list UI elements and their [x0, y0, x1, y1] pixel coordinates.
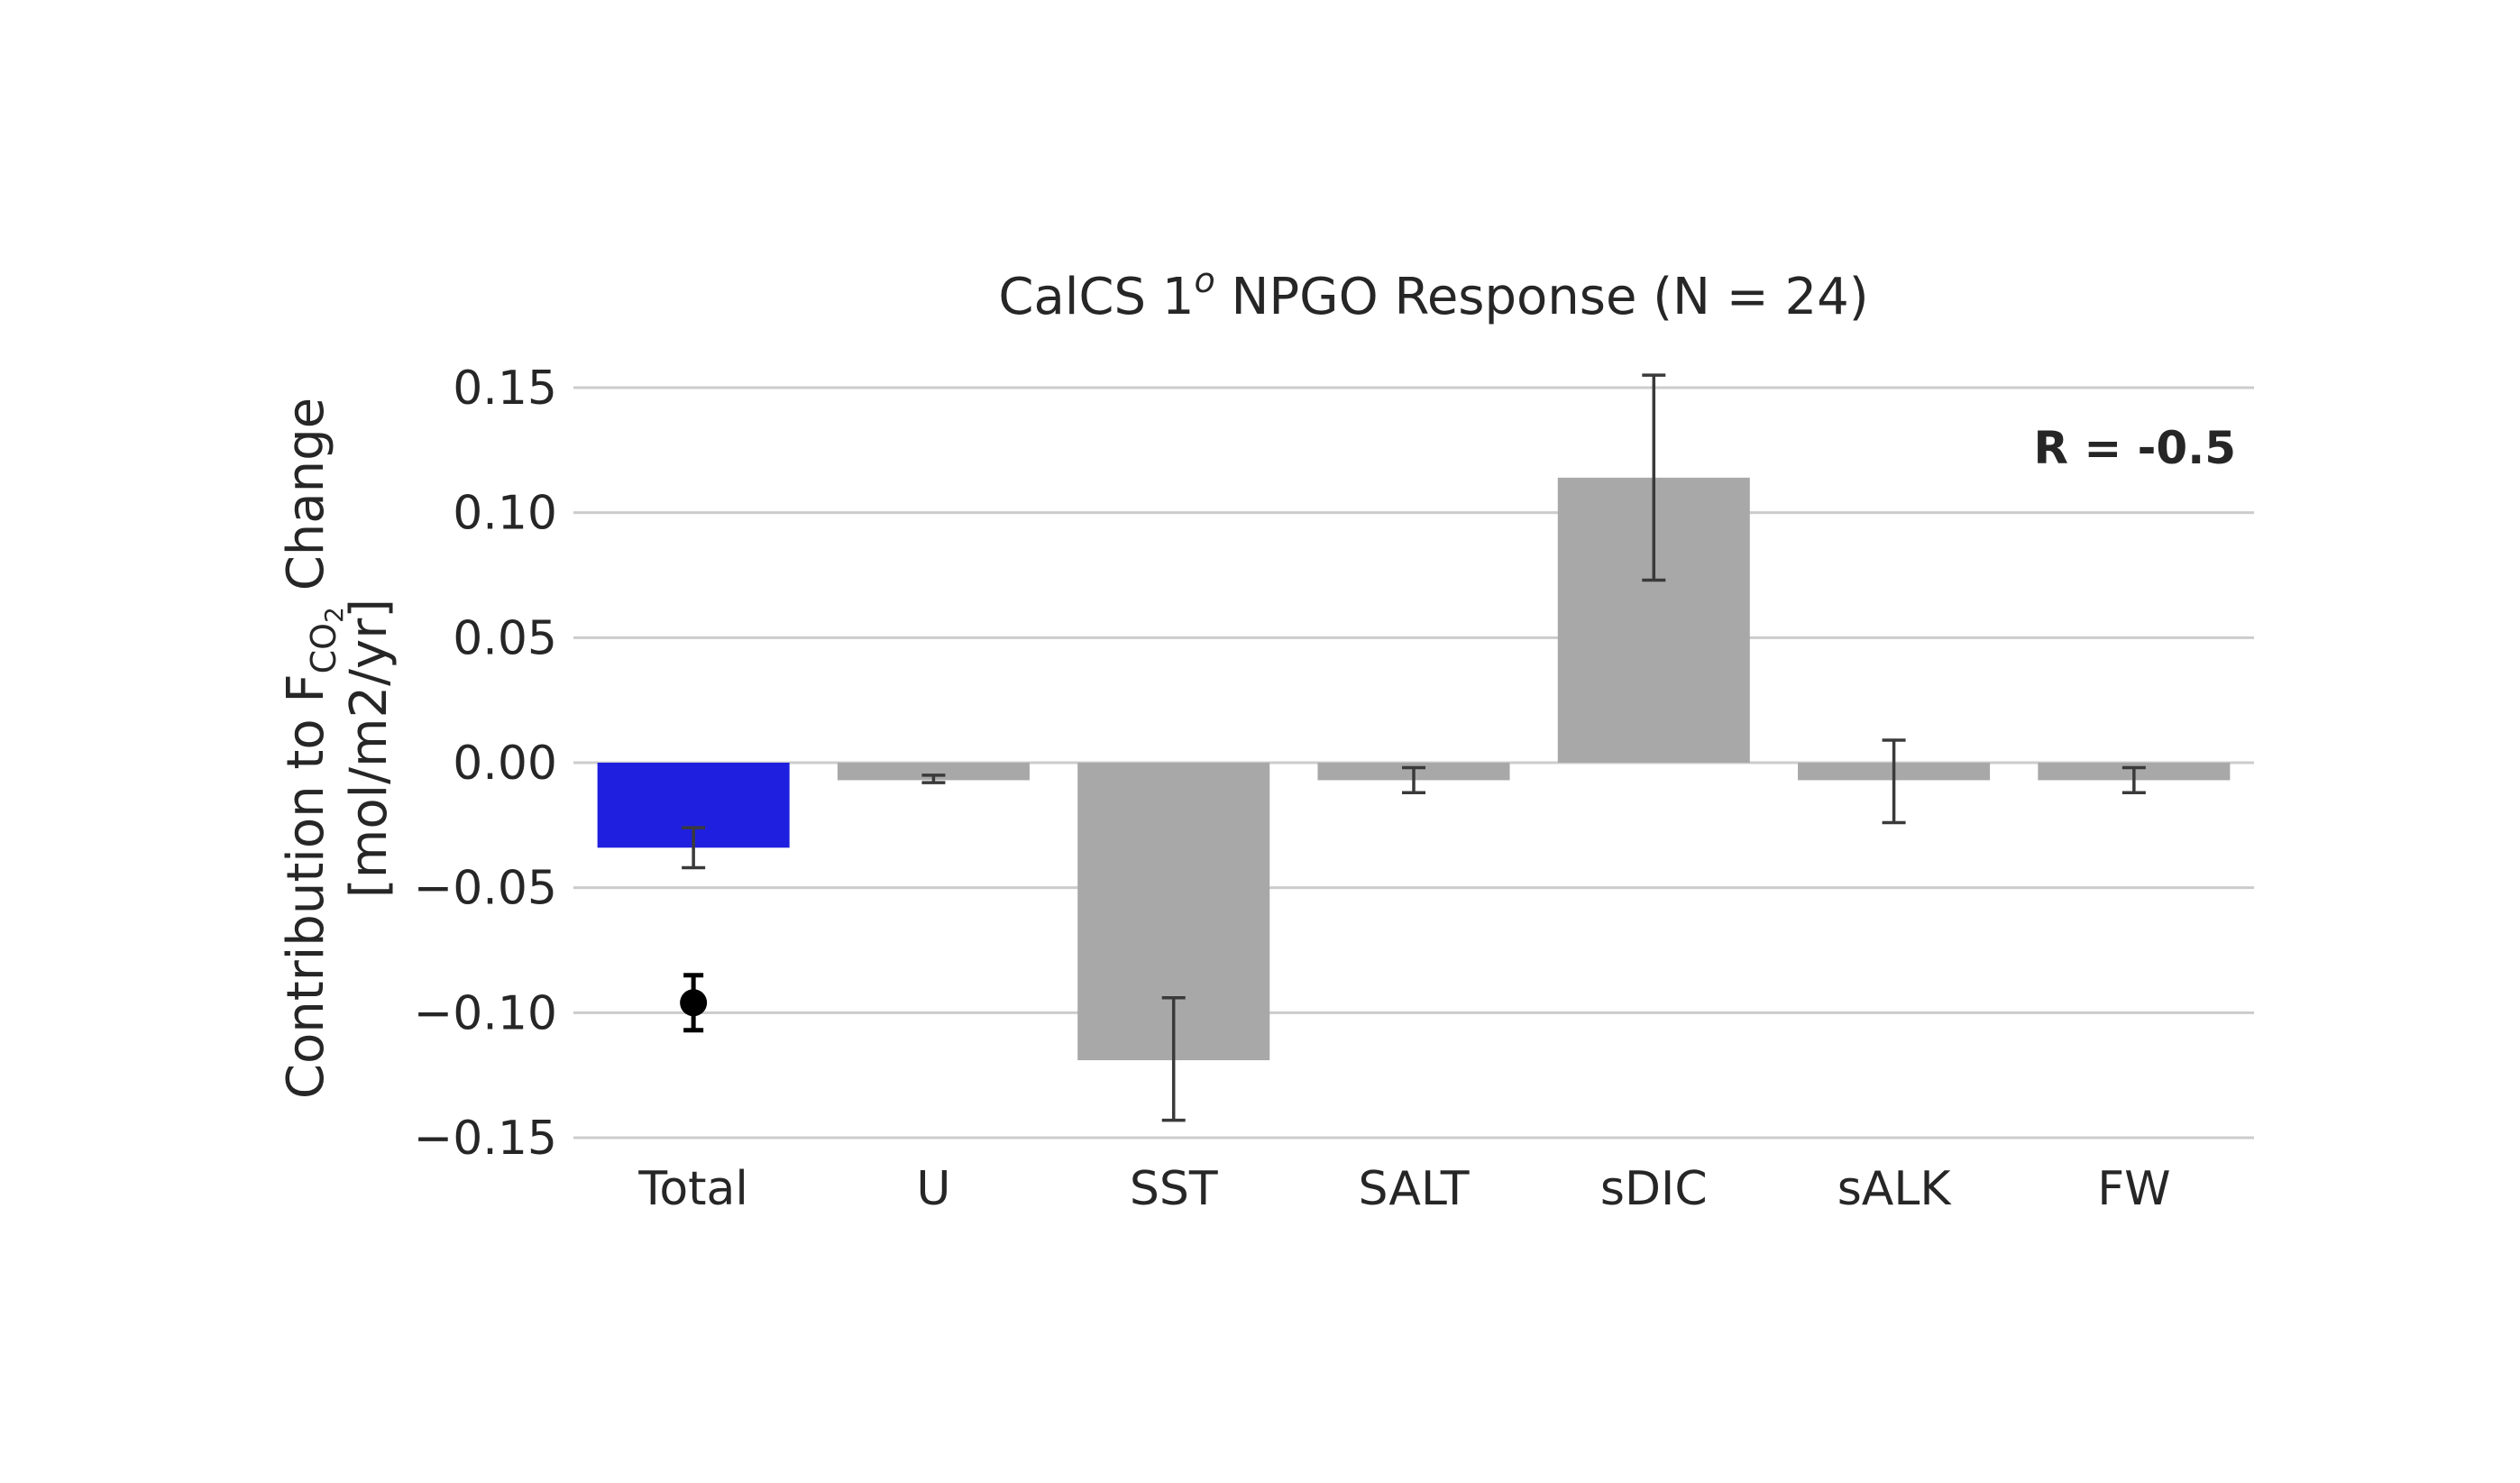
error-bar	[2121, 765, 2146, 795]
x-tick-label: U	[916, 1162, 950, 1216]
correlation-annotation: R = -0.5	[2033, 422, 2236, 474]
error-bar	[682, 826, 706, 870]
bar-u	[837, 763, 1030, 781]
x-tick-label: FW	[2097, 1162, 2170, 1216]
error-bar	[1402, 765, 1425, 795]
y-tick-label: 0.05	[453, 611, 557, 665]
x-tick-label: SALT	[1358, 1162, 1469, 1216]
y-tick-label: 0.00	[453, 737, 557, 791]
y-tick-label: −0.05	[414, 862, 557, 916]
svg-text:[mol/m2/yr]: [mol/m2/yr]	[340, 599, 399, 898]
point-marker	[680, 989, 708, 1017]
x-tick-label: SST	[1130, 1162, 1218, 1216]
y-tick-label: 0.15	[453, 362, 557, 416]
svg-text:Contribution to FCO2 Change: Contribution to FCO2 Change	[277, 398, 349, 1099]
y-tick-label: −0.10	[414, 986, 557, 1040]
x-tick-label: sDIC	[1600, 1162, 1708, 1216]
y-tick-label: 0.10	[453, 487, 557, 541]
error-bar	[1161, 995, 1186, 1122]
y-tick-label: −0.15	[414, 1112, 557, 1166]
x-tick-label: sALK	[1837, 1162, 1953, 1216]
chart-title: CalCS 1o NPGO Response (N = 24)	[998, 261, 1868, 326]
error-bar	[1642, 373, 1666, 582]
x-tick-label: Total	[637, 1162, 747, 1216]
y-axis-label: Contribution to FCO2 Change [mol/m2/yr]	[277, 398, 399, 1099]
error-bar	[1882, 738, 1906, 825]
y-tick-labels: 0.15 0.10 0.05 0.00 −0.05 −0.10 −0.15	[414, 362, 557, 1166]
error-bar	[921, 774, 946, 784]
error-bar-layer	[680, 373, 2146, 1122]
x-tick-labels: Total U SST SALT sDIC sALK FW	[637, 1162, 2170, 1216]
observed-point	[680, 973, 708, 1033]
